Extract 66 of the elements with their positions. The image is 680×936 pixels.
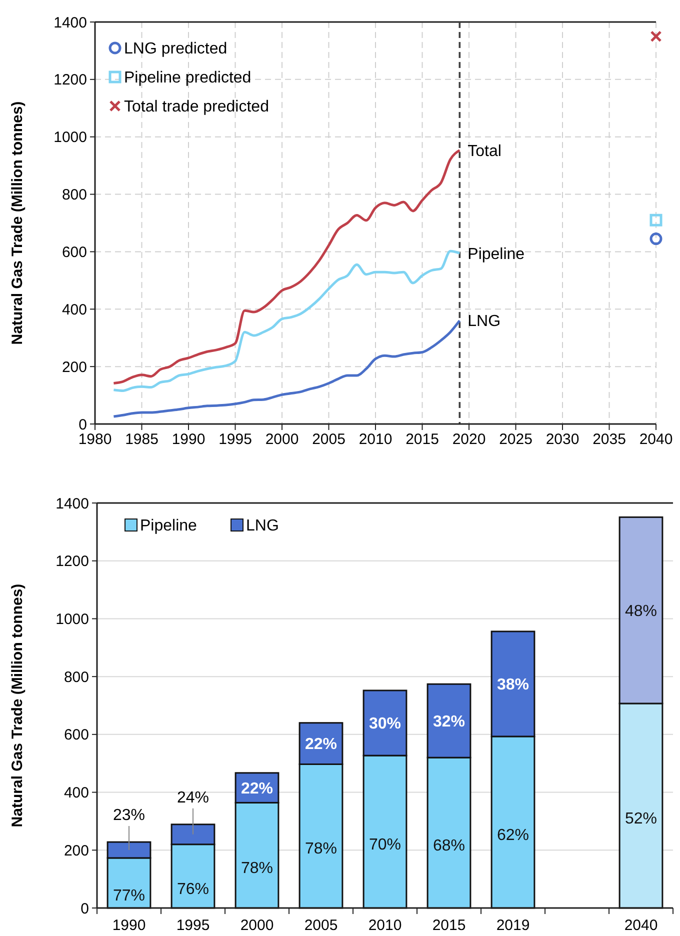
x-tick-label: 2015	[406, 431, 439, 448]
x-tick-label: 2019	[496, 917, 530, 934]
annotation: 22%	[240, 780, 274, 798]
y-tick-label: 800	[64, 668, 89, 686]
annotation: 24%	[176, 789, 210, 806]
x-tick-label: 1990	[112, 917, 146, 934]
legend-label: Pipeline	[140, 518, 198, 535]
y-tick-label: 400	[62, 301, 87, 318]
line-series	[112, 319, 461, 418]
y-tick-label: 600	[64, 726, 89, 744]
x-tick-label: 2035	[592, 431, 626, 448]
series-label: Total	[468, 142, 502, 160]
x-tick-label: 1990	[172, 431, 206, 448]
annotation: 68%	[432, 837, 466, 854]
annotation: 78%	[304, 840, 338, 858]
legend-label: Total trade predicted	[124, 98, 269, 116]
line-series	[112, 250, 461, 392]
x-tick-label: 2040	[639, 431, 673, 448]
x-tick-label: 2005	[312, 431, 346, 448]
y-tick-label: 200	[62, 358, 87, 376]
x-tick-label: 1995	[218, 431, 252, 448]
x-tick-label: 1980	[78, 431, 112, 448]
x-tick-label: 1995	[176, 917, 210, 934]
legend-label: LNG predicted	[124, 40, 228, 58]
y-tick-label: 1000	[56, 610, 89, 628]
x-tick-label: 2020	[452, 431, 486, 448]
x-tick-label: 2015	[432, 917, 466, 934]
annotation: 76%	[176, 880, 210, 898]
series-label: LNG	[468, 313, 501, 330]
annotation: 70%	[368, 836, 402, 854]
y-tick-label: 1400	[54, 14, 87, 32]
y-tick-label: 1400	[56, 495, 89, 512]
x-tick-label: 2025	[499, 431, 532, 448]
y-tick-label: 1200	[56, 553, 89, 570]
line-series	[112, 149, 461, 384]
series-label: Pipeline	[468, 246, 525, 263]
annotation: 22%	[304, 736, 338, 754]
y-tick-label: 0	[78, 416, 87, 434]
annotation: 77%	[112, 888, 146, 905]
annotation: 48%	[624, 602, 658, 620]
x-tick-label: 2040	[624, 917, 658, 934]
y-tick-label: 1200	[54, 72, 87, 89]
annotation: 38%	[496, 676, 530, 694]
y-tick-label: 0	[80, 900, 89, 918]
y-tick-label: 1000	[54, 129, 87, 146]
y-tick-label: 600	[62, 244, 87, 261]
y-tick-label: 400	[64, 784, 89, 802]
x-tick-label: 2000	[265, 431, 299, 448]
annotation: 23%	[112, 807, 146, 824]
y-axis-title: Natural Gas Trade (Million tonnes)	[9, 101, 26, 345]
x-tick-label: 2010	[368, 917, 402, 934]
x-tick-label: 1985	[125, 431, 158, 448]
legend-label: LNG	[246, 518, 279, 535]
x-tick-label: 2010	[358, 431, 392, 448]
annotation: 32%	[432, 713, 466, 730]
annotation: 62%	[496, 826, 530, 844]
y-tick-label: 800	[62, 186, 87, 204]
legend-label: Pipeline predicted	[124, 70, 252, 87]
x-tick-label: 2030	[546, 431, 580, 448]
annotation: 30%	[368, 716, 402, 733]
y-axis-title: Natural Gas Trade (Million tonnes)	[9, 584, 26, 828]
annotation: 78%	[240, 860, 274, 877]
annotation: 52%	[624, 810, 658, 828]
y-tick-label: 200	[64, 842, 89, 860]
x-tick-label: 2000	[240, 917, 274, 934]
x-tick-label: 2005	[304, 917, 338, 934]
